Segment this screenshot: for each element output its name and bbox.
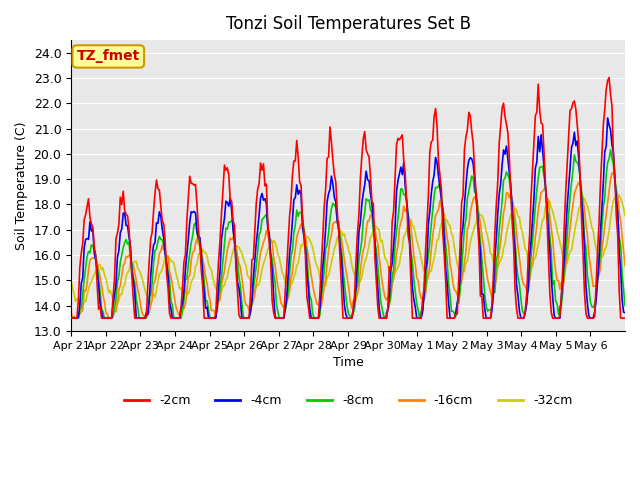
- Legend: -2cm, -4cm, -8cm, -16cm, -32cm: -2cm, -4cm, -8cm, -16cm, -32cm: [119, 389, 577, 412]
- Text: TZ_fmet: TZ_fmet: [77, 49, 140, 63]
- Title: Tonzi Soil Temperatures Set B: Tonzi Soil Temperatures Set B: [225, 15, 470, 33]
- X-axis label: Time: Time: [333, 356, 364, 369]
- Y-axis label: Soil Temperature (C): Soil Temperature (C): [15, 121, 28, 250]
